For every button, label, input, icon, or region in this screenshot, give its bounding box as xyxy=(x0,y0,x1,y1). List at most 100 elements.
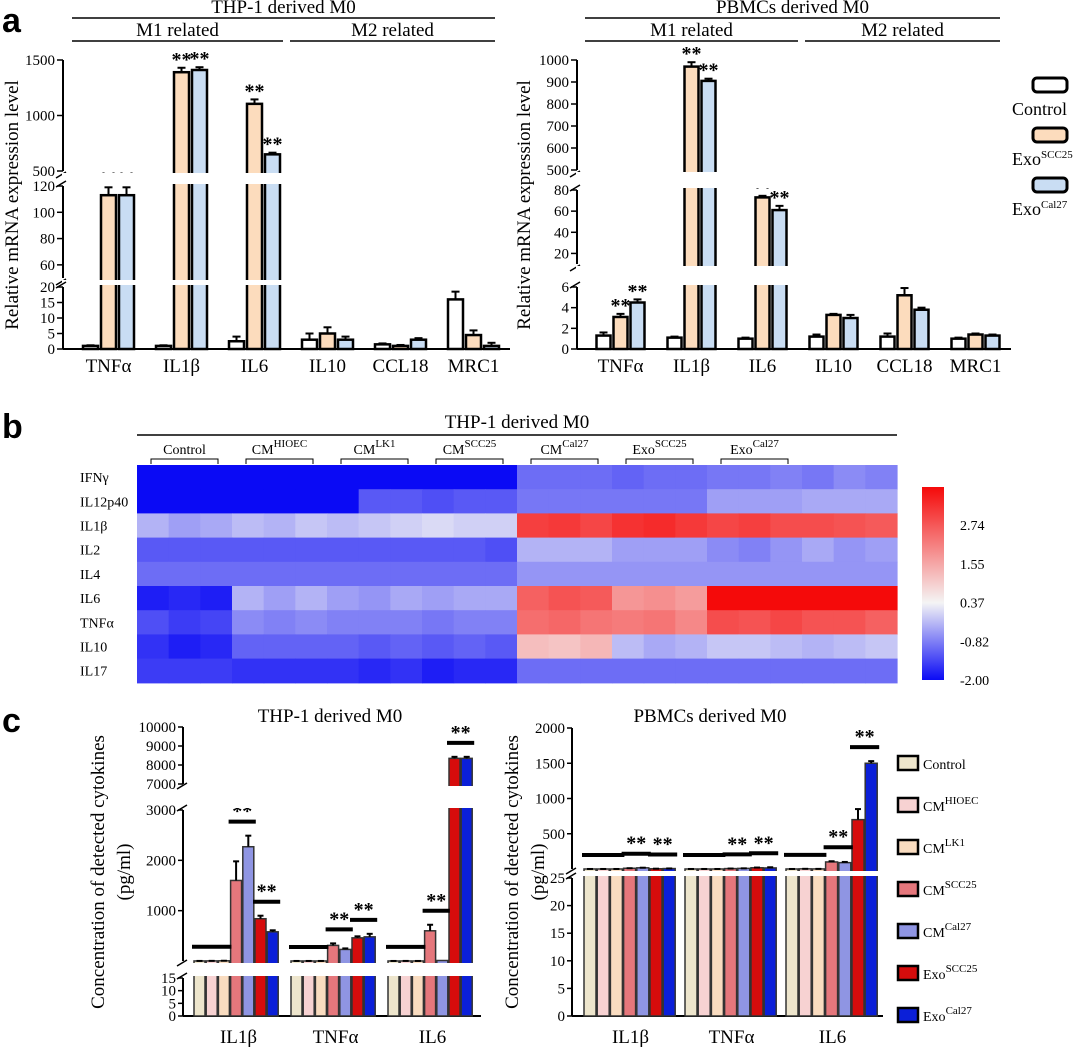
axis-break xyxy=(55,281,67,289)
heatmap-cell xyxy=(517,586,550,611)
heatmap-cell xyxy=(580,465,613,490)
heatmap-cell xyxy=(707,634,740,660)
heatmap-cell xyxy=(707,658,740,684)
heatmap-cell xyxy=(517,610,550,635)
group-label: M2 related xyxy=(861,20,944,41)
color-scale-label: 2.74 xyxy=(960,519,985,534)
heatmap-cell xyxy=(358,561,391,587)
heatmap-group-label: CMHIOEC xyxy=(252,438,307,458)
heatmap-cell xyxy=(327,465,360,490)
bar-c_exo_scc25 xyxy=(750,866,764,1017)
color-scale-label: 1.55 xyxy=(960,558,985,573)
legend-swatch-c_control xyxy=(896,754,920,772)
heatmap-cell xyxy=(548,634,581,660)
heatmap-cell xyxy=(200,489,233,514)
heatmap-cell xyxy=(770,537,803,563)
heatmap-cell xyxy=(327,586,360,611)
bar-c_exo_cal27 xyxy=(363,936,376,1017)
heatmap-cell xyxy=(232,586,265,611)
axis-break-band xyxy=(62,173,511,184)
heatmap-cell xyxy=(612,586,645,611)
heatmap-cell xyxy=(485,561,518,587)
axis-break xyxy=(176,972,188,980)
heatmap-cell xyxy=(263,537,296,563)
y-axis-unit: (pg/ml) xyxy=(528,844,549,901)
heatmap-row-label: IL2 xyxy=(80,544,100,559)
heatmap-cell xyxy=(263,465,296,490)
heatmap-cell xyxy=(707,513,740,539)
heatmap-group-label: ExoSCC25 xyxy=(632,438,687,458)
heatmap-group-bracket xyxy=(150,458,219,464)
legend-swatch-control xyxy=(1031,76,1069,94)
bar-c_cm_scc25 xyxy=(326,944,340,1017)
heatmap-cell xyxy=(548,658,581,684)
heatmap-cell xyxy=(453,537,486,563)
heatmap-cell xyxy=(232,610,265,635)
legend-swatch-c_exo_scc25 xyxy=(896,964,920,982)
axis-break xyxy=(55,180,67,188)
bar-control xyxy=(595,334,612,351)
bar-c_cm_scc25 xyxy=(723,867,738,1017)
heatmap-cell xyxy=(453,513,486,539)
heatmap-group-bracket xyxy=(245,458,314,464)
legend-label: ExoCal27 xyxy=(923,1005,972,1025)
y-tick-label: 3000 xyxy=(146,803,176,819)
bar-c_exo_cal27 xyxy=(763,867,777,1017)
heatmap-cell xyxy=(865,586,898,611)
heatmap-cell xyxy=(263,586,296,611)
heatmap-cell xyxy=(675,537,708,563)
y-tick-label: 10 xyxy=(161,984,176,1000)
heatmap-cell xyxy=(865,561,898,587)
y-tick-label: 5 xyxy=(48,327,56,343)
x-tick-label: IL1β xyxy=(673,356,710,377)
color-scale-label: -2.00 xyxy=(960,674,989,689)
heatmap-cell xyxy=(358,465,391,490)
bar-control xyxy=(227,340,246,351)
bar-c_control xyxy=(583,868,597,1017)
heatmap-cell xyxy=(453,658,486,684)
heatmap-cell xyxy=(485,586,518,611)
heatmap-cell xyxy=(770,586,803,611)
axis-break-band xyxy=(576,172,1012,188)
legend-swatch-c_cm_scc25 xyxy=(896,880,920,898)
heatmap-cell xyxy=(643,610,676,635)
heatmap-cell xyxy=(137,537,170,563)
heatmap-cell xyxy=(168,634,201,660)
heatmap-cell xyxy=(675,586,708,611)
heatmap-cell xyxy=(643,513,676,539)
heatmap-cell xyxy=(675,610,708,635)
bar-c_exo_scc25 xyxy=(851,818,865,1017)
significance-label: ** xyxy=(727,833,747,855)
x-tick-label: IL6 xyxy=(749,356,776,377)
heatmap-cell xyxy=(738,537,771,563)
y-axis-label: Concentration of detected cytokines xyxy=(502,735,523,1009)
bar-exo_scc25 xyxy=(825,313,842,351)
panel-c-title: PBMCs derived M0 xyxy=(633,706,786,727)
heatmap-cell xyxy=(738,610,771,635)
heatmap-cell xyxy=(865,513,898,539)
bar-c_cm_cal27 xyxy=(242,845,255,1017)
heatmap-cell xyxy=(295,610,328,635)
heatmap-cell xyxy=(833,537,866,563)
bar-exo_cal27 xyxy=(409,338,428,351)
heatmap-cell xyxy=(802,513,835,539)
heatmap-cell xyxy=(327,634,360,660)
heatmap-cell xyxy=(232,489,265,514)
heatmap-cell xyxy=(707,586,740,611)
bar-exo_scc25 xyxy=(612,315,629,351)
x-tick-label: MRC1 xyxy=(950,356,1002,377)
x-tick-label: IL10 xyxy=(815,356,852,377)
heatmap-cell xyxy=(802,610,835,635)
heatmap-cell xyxy=(580,537,613,563)
heatmap-cell xyxy=(517,513,550,539)
heatmap-cell xyxy=(137,513,170,539)
heatmap-cell xyxy=(802,658,835,684)
heatmap-cell xyxy=(390,537,423,563)
heatmap-cell xyxy=(770,489,803,514)
y-tick-label: 800 xyxy=(547,97,570,113)
heatmap-cell xyxy=(580,586,613,611)
bar-control xyxy=(81,344,100,351)
bar-c_cm_cal27 xyxy=(838,861,852,1017)
heatmap-cell xyxy=(453,561,486,587)
significance-label: ** xyxy=(172,49,192,71)
